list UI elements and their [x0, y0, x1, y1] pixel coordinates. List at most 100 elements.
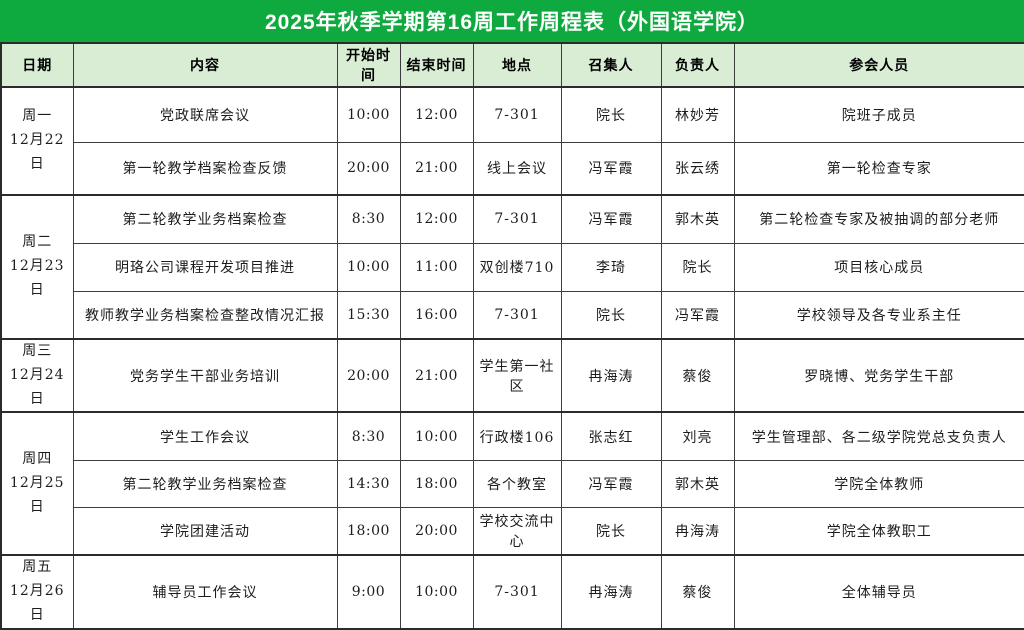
- cell-location: 学校交流中心: [472, 506, 562, 556]
- cell-start-time: 8:30: [336, 194, 401, 244]
- cell-convener: 李琦: [560, 242, 662, 292]
- cell-participants: 第二轮检查专家及被抽调的部分老师: [733, 194, 1024, 244]
- cell-start-time: 14:30: [336, 459, 401, 508]
- date-label: 12月22日: [9, 132, 65, 172]
- cell-participants: 学生管理部、各二级学院党总支负责人: [733, 411, 1024, 461]
- cell-content: 学院团建活动: [72, 506, 338, 556]
- col-header-date: 日期: [0, 42, 74, 88]
- cell-participants: 院班子成员: [733, 86, 1024, 143]
- date-cell-wednesday: 周三 12月24日: [0, 337, 74, 413]
- cell-end-time: 10:00: [399, 411, 474, 461]
- cell-content: 第二轮教学业务档案检查: [72, 459, 338, 508]
- cell-location: 7-301: [472, 290, 562, 340]
- cell-end-time: 12:00: [399, 194, 474, 244]
- cell-end-time: 11:00: [399, 242, 474, 292]
- cell-location: 学生第一社区: [472, 337, 562, 413]
- cell-location: 各个教室: [472, 459, 562, 508]
- cell-owner: 郭木英: [660, 194, 735, 244]
- cell-convener: 冯军霞: [560, 194, 662, 244]
- date-label: 12月25日: [9, 474, 65, 515]
- schedule-row: 教师教学业务档案检查整改情况汇报 15:30 16:00 7-301 院长 冯军…: [1, 290, 1024, 340]
- cell-convener: 冉海涛: [560, 337, 662, 413]
- cell-content: 党务学生干部业务培训: [72, 337, 338, 413]
- cell-location: 双创楼710: [472, 242, 562, 292]
- cell-owner: 冉海涛: [660, 506, 735, 556]
- col-header-owner: 负责人: [660, 42, 735, 88]
- cell-end-time: 21:00: [399, 141, 474, 196]
- cell-start-time: 8:30: [336, 411, 401, 461]
- cell-location: 7-301: [472, 194, 562, 244]
- cell-content: 辅导员工作会议: [72, 554, 338, 630]
- cell-start-time: 20:00: [336, 337, 401, 413]
- schedule-row: 第一轮教学档案检查反馈 20:00 21:00 线上会议 冯军霞 张云绣 第一轮…: [1, 141, 1024, 196]
- cell-owner: 郭木英: [660, 459, 735, 508]
- date-cell-friday: 周五 12月26日: [0, 554, 74, 630]
- weekday-label: 周三: [22, 343, 53, 359]
- cell-location: 7-301: [472, 554, 562, 630]
- cell-convener: 冯军霞: [560, 459, 662, 508]
- weekday-label: 周一: [22, 108, 53, 125]
- cell-participants: 项目核心成员: [733, 242, 1024, 292]
- cell-start-time: 10:00: [336, 242, 401, 292]
- cell-start-time: 9:00: [336, 554, 401, 630]
- cell-content: 教师教学业务档案检查整改情况汇报: [72, 290, 338, 340]
- cell-convener: 冉海涛: [560, 554, 662, 630]
- cell-start-time: 20:00: [336, 141, 401, 196]
- cell-convener: 院长: [560, 86, 662, 143]
- weekday-label: 周二: [22, 234, 53, 251]
- cell-owner: 蔡俊: [660, 554, 735, 630]
- cell-owner: 刘亮: [660, 411, 735, 461]
- cell-start-time: 10:00: [336, 86, 401, 143]
- cell-content: 党政联席会议: [72, 86, 338, 143]
- page-title: 2025年秋季学期第16周工作周程表（外国语学院）: [0, 0, 1024, 42]
- date-cell-tuesday: 周二 12月23日: [0, 194, 74, 340]
- col-header-participants: 参会人员: [733, 42, 1024, 88]
- cell-content: 学生工作会议: [72, 411, 338, 461]
- cell-owner: 林妙芳: [660, 86, 735, 143]
- cell-location: 行政楼106: [472, 411, 562, 461]
- cell-owner: 张云绣: [660, 141, 735, 196]
- cell-participants: 学院全体教职工: [733, 506, 1024, 556]
- header-row: 日期 内容 开始时间 结束时间 地点 召集人 负责人 参会人员: [0, 42, 1024, 88]
- cell-content: 第二轮教学业务档案检查: [72, 194, 338, 244]
- cell-end-time: 12:00: [399, 86, 474, 143]
- weekday-label: 周四: [22, 451, 53, 468]
- weekday-label: 周五: [22, 559, 53, 576]
- schedule-row: 周一 12月22日 党政联席会议 10:00 12:00 7-301 院长 林妙…: [0, 86, 1024, 196]
- cell-owner: 院长: [660, 242, 735, 292]
- date-label: 12月24日: [9, 366, 65, 407]
- cell-convener: 冯军霞: [560, 141, 662, 196]
- schedule-row: 周四 12月25日 学生工作会议 8:30 10:00 行政楼106 张志红 刘…: [0, 411, 1024, 556]
- col-header-content: 内容: [72, 42, 338, 88]
- cell-end-time: 16:00: [399, 290, 474, 340]
- schedule-table: 日期 内容 开始时间 结束时间 地点 召集人 负责人 参会人员 周一 12月22…: [0, 42, 1024, 630]
- schedule-row: 周二 12月23日 第二轮教学业务档案检查 8:30 12:00 7-301 冯…: [0, 194, 1024, 340]
- cell-participants: 罗晓博、党务学生干部: [733, 337, 1024, 413]
- date-label: 12月23日: [9, 258, 65, 298]
- schedule-row: 明珞公司课程开发项目推进 10:00 11:00 双创楼710 李琦 院长 项目…: [1, 242, 1024, 292]
- cell-convener: 院长: [560, 290, 662, 340]
- date-label: 12月26日: [9, 583, 65, 623]
- col-header-end-time: 结束时间: [399, 42, 474, 88]
- cell-convener: 张志红: [560, 411, 662, 461]
- schedule-row: 周三 12月24日 党务学生干部业务培训 20:00 21:00 学生第一社区 …: [0, 337, 1024, 413]
- col-header-location: 地点: [472, 42, 562, 88]
- cell-participants: 第一轮检查专家: [733, 141, 1024, 196]
- cell-end-time: 21:00: [399, 337, 474, 413]
- col-header-start-time: 开始时间: [336, 42, 401, 88]
- cell-participants: 全体辅导员: [733, 554, 1024, 630]
- cell-convener: 院长: [560, 506, 662, 556]
- cell-content: 第一轮教学档案检查反馈: [72, 141, 338, 196]
- cell-start-time: 15:30: [336, 290, 401, 340]
- cell-end-time: 18:00: [399, 459, 474, 508]
- cell-location: 线上会议: [472, 141, 562, 196]
- cell-start-time: 18:00: [336, 506, 401, 556]
- date-cell-monday: 周一 12月22日: [0, 86, 74, 196]
- schedule-row: 学院团建活动 18:00 20:00 学校交流中心 院长 冉海涛 学院全体教职工: [1, 506, 1024, 556]
- cell-participants: 学院全体教师: [733, 459, 1024, 508]
- cell-location: 7-301: [472, 86, 562, 143]
- col-header-convener: 召集人: [560, 42, 662, 88]
- cell-content: 明珞公司课程开发项目推进: [72, 242, 338, 292]
- cell-owner: 冯军霞: [660, 290, 735, 340]
- cell-end-time: 20:00: [399, 506, 474, 556]
